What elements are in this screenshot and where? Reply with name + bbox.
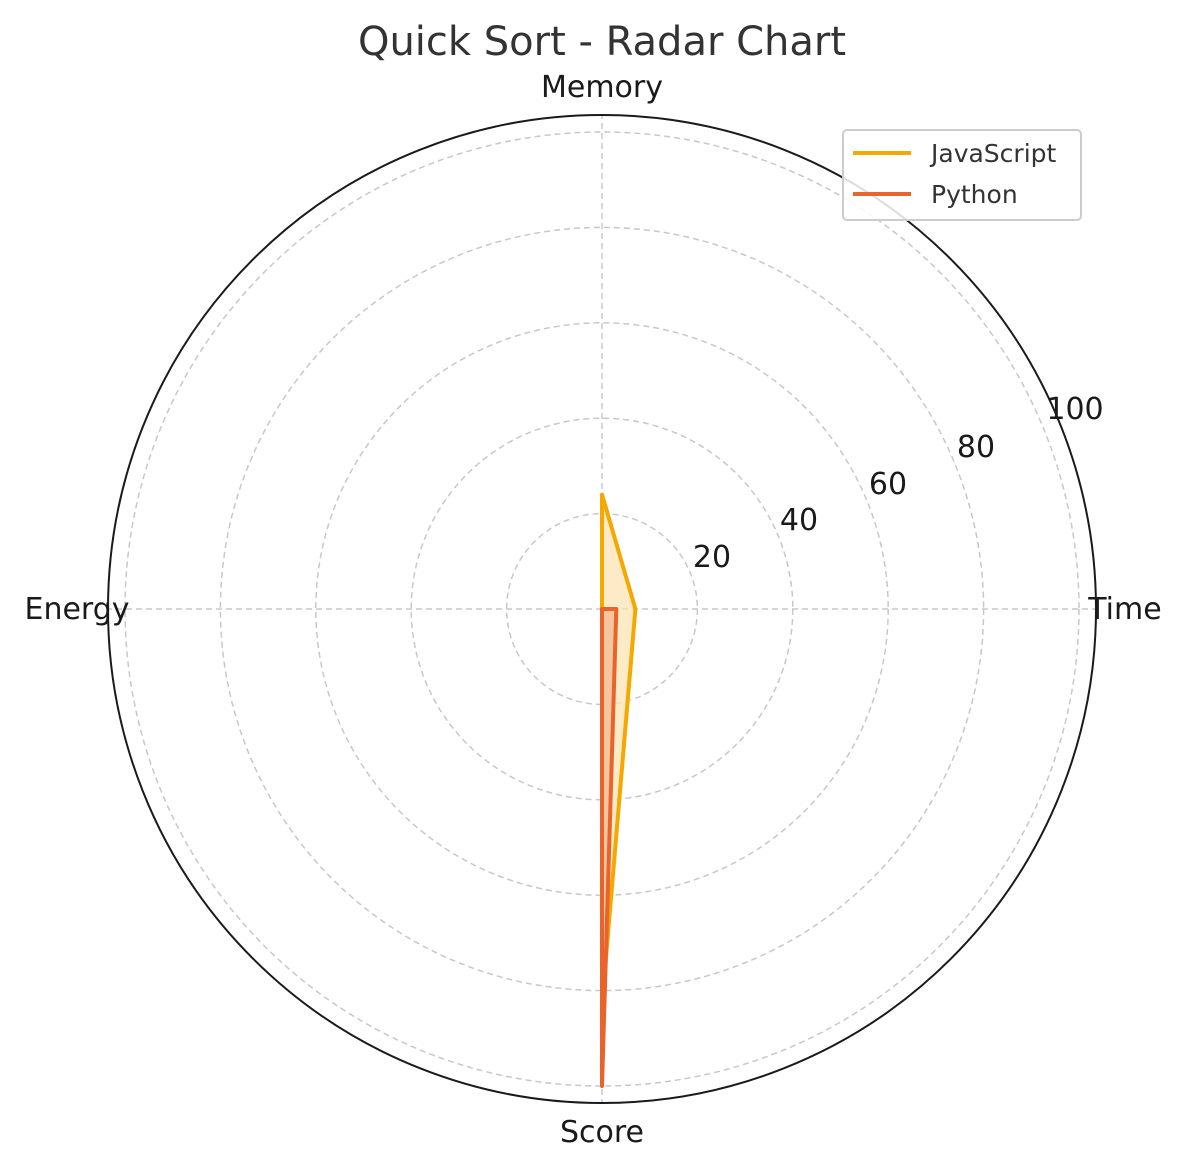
outer-frame (107, 114, 1097, 1104)
series-layer (600, 492, 638, 1088)
legend-label-python: Python (931, 180, 1018, 209)
grid-ring-100 (124, 131, 1080, 1087)
tick-labels: 20 40 60 80 100 (693, 392, 1104, 575)
tick-label-40: 40 (780, 503, 818, 538)
legend-label-javascript: JavaScript (929, 139, 1057, 168)
axis-label-score: Score (560, 1115, 644, 1150)
axis-label-energy: Energy (24, 592, 129, 627)
grid-ring-60 (315, 322, 889, 896)
series-python (600, 607, 619, 1088)
legend: JavaScript Python (842, 129, 1082, 221)
tick-label-80: 80 (957, 430, 995, 465)
tick-label-100: 100 (1046, 392, 1103, 427)
axis-labels: Time Memory Energy Score (24, 70, 1161, 1150)
tick-label-20: 20 (693, 540, 731, 575)
chart-title: Quick Sort - Radar Chart (358, 19, 846, 65)
axis-label-memory: Memory (541, 70, 663, 105)
tick-label-60: 60 (869, 467, 907, 502)
axis-label-time: Time (1087, 592, 1161, 627)
